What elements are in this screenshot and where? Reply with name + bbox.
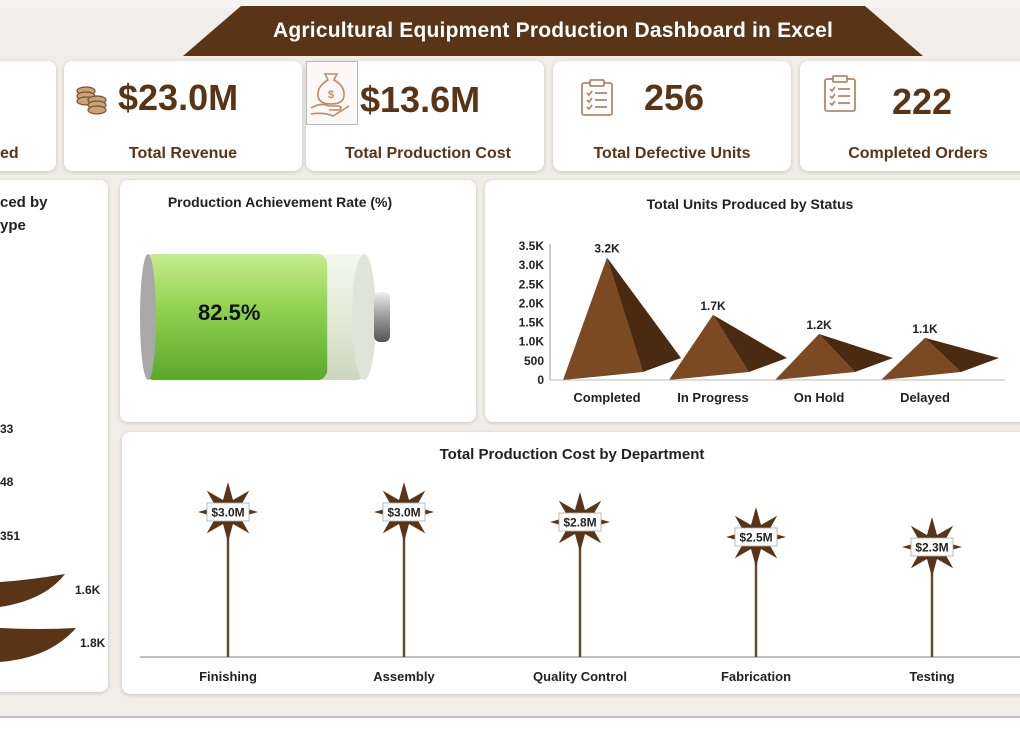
y-tick-label: 500 <box>524 354 544 368</box>
department-label: Quality Control <box>533 669 627 684</box>
kpi-card-completed-orders: 222 Completed Orders <box>800 61 1020 171</box>
pyramid-data-label: 1.7K <box>700 299 726 313</box>
pyramid-data-label: 3.2K <box>594 241 620 255</box>
kpi-value-completed-orders: 222 <box>892 81 953 122</box>
bottom-strip <box>0 718 1020 732</box>
lollipop-data-label: $2.8M <box>563 516 596 530</box>
category-label: Delayed <box>900 390 950 405</box>
achievement-rate-value: 82.5% <box>198 300 261 325</box>
units-by-type-area-label-2: 1.8K <box>80 636 106 650</box>
kpi-value-total-revenue: $23.0M <box>118 77 239 118</box>
kpi-label-total-revenue: Total Revenue <box>128 145 238 162</box>
units-by-status-panel: Total Units Produced by Status 0 500 1.0K 1… <box>485 180 1020 422</box>
pyramid-bar-side <box>819 334 893 372</box>
units-by-type-label-2: 48 <box>0 475 14 489</box>
battery-right-end <box>352 254 376 380</box>
money-bag-hand-icon: $ <box>306 61 358 125</box>
units-by-type-label-1: 33 <box>0 422 14 436</box>
department-label: Finishing <box>199 669 257 684</box>
y-tick-label: 1.0K <box>519 335 545 349</box>
units-by-type-panel: ced by ype 33 48 351 1.6K 1.8K <box>0 180 108 692</box>
battery-left-cap <box>140 254 156 380</box>
category-label: On Hold <box>794 390 845 405</box>
units-by-status-title: Total Units Produced by Status <box>646 196 854 212</box>
pyramid-bar-face <box>669 314 749 380</box>
units-by-type-label-3: 351 <box>0 529 21 543</box>
cost-by-department-panel: Total Production Cost by Department $3.0… <box>122 432 1020 694</box>
kpi-label-completed-orders: Completed Orders <box>848 145 988 162</box>
data-label-box <box>206 502 250 522</box>
kpi-value-total-defective-units: 256 <box>644 77 705 118</box>
data-label-box <box>910 537 954 557</box>
lollipop-data-label: $3.0M <box>211 506 244 520</box>
units-by-type-title-line1: ced by <box>0 194 48 211</box>
y-tick-label: 1.5K <box>519 316 545 330</box>
cost-by-department-title: Total Production Cost by Department <box>439 446 705 463</box>
lollipop-data-label: $3.0M <box>387 506 420 520</box>
category-label: Completed <box>573 390 640 405</box>
achievement-rate-panel: Production Achievement Rate (%) 82 <box>120 180 476 422</box>
department-label: Assembly <box>373 669 435 684</box>
lollipop-data-label: $2.3M <box>915 541 948 555</box>
department-label: Testing <box>909 669 954 684</box>
svg-text:$: $ <box>328 89 334 101</box>
data-label-box <box>734 527 778 547</box>
kpi-card-total-defective-units: 256 Total Defective Units <box>553 61 791 171</box>
dashboard-title-banner: Agricultural Equipment Production Dashbo… <box>183 6 923 56</box>
y-tick-label: 3.0K <box>519 258 545 272</box>
coins-icon <box>76 86 107 115</box>
y-tick-label: 2.0K <box>519 296 545 310</box>
battery-fill <box>144 254 328 380</box>
y-tick-label: 3.5K <box>519 239 545 253</box>
pyramid-bar-side <box>607 257 681 372</box>
battery-gauge <box>140 254 390 380</box>
clipboard-checklist-icon <box>581 79 613 116</box>
kpi-card-total-production-cost: $ $13.6M Total Production Cost <box>306 61 544 171</box>
kpi-card-total-revenue: $23.0M Total Revenue <box>64 61 302 171</box>
units-by-type-area-2 <box>0 628 76 662</box>
units-by-type-area-marks <box>0 574 76 662</box>
dashboard-title: Agricultural Equipment Production Dashbo… <box>273 19 833 42</box>
pyramid-bar-side <box>925 337 999 372</box>
units-by-type-title-line2: ype <box>0 217 26 234</box>
pyramid-bar-face <box>775 334 855 380</box>
bottom-divider <box>0 716 1020 718</box>
cost-by-department-chart: $3.0M Finishing $3.0M Assembly $2.8M Quality … <box>140 482 1020 684</box>
category-label: In Progress <box>677 390 749 405</box>
units-by-type-area-label-1: 1.6K <box>75 583 101 597</box>
kpi-label-total-defective-units: Total Defective Units <box>593 145 751 162</box>
y-tick-label: 0 <box>537 373 544 387</box>
pyramid-bar-side <box>713 314 787 372</box>
kpi-card-units-produced: ed <box>0 61 56 171</box>
data-label-box <box>382 502 426 522</box>
units-by-type-area-1 <box>0 574 65 607</box>
lollipop-data-label: $2.5M <box>739 531 772 545</box>
pyramid-data-label: 1.2K <box>806 318 832 332</box>
pyramid-data-label: 1.1K <box>912 322 938 336</box>
kpi-label-total-production-cost: Total Production Cost <box>345 145 511 162</box>
pyramid-bar-face <box>881 337 961 380</box>
data-label-box <box>558 512 602 532</box>
banner-background <box>0 0 1020 8</box>
kpi-label-units-produced: ed <box>0 145 19 162</box>
kpi-value-total-production-cost: $13.6M <box>360 79 481 120</box>
battery-terminal <box>374 292 390 342</box>
department-label: Fabrication <box>721 669 791 684</box>
units-by-status-chart: 0 500 1.0K 1.5K 2.0K 2.5K 3.0K 3.5K 3.2K Complete… <box>519 239 1005 405</box>
y-tick-label: 2.5K <box>519 277 545 291</box>
pyramid-bar-face <box>563 257 643 380</box>
clipboard-checklist-icon <box>824 75 856 112</box>
achievement-rate-title: Production Achievement Rate (%) <box>167 194 393 210</box>
